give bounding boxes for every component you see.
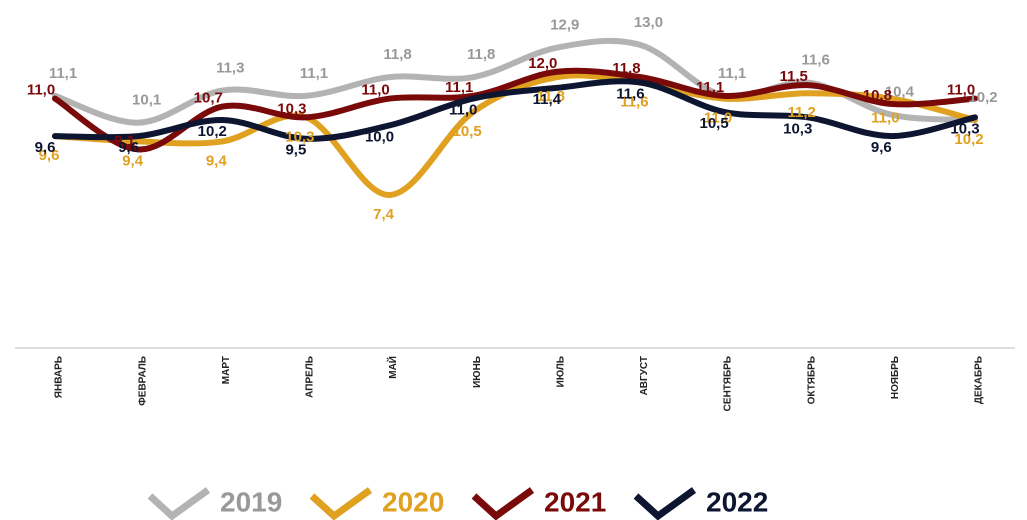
value-label: 7,4 [373,206,395,223]
x-tick-label: ИЮНЬ [472,356,483,388]
value-label: 9,1 [114,132,135,149]
value-label: 11,0 [871,110,899,127]
value-label: 10,3 [950,120,979,137]
value-label: 13,0 [634,14,663,31]
legend-icon [471,487,535,520]
x-tick-label: НОЯБРЬ [890,356,901,399]
x-tick-label: АПРЕЛЬ [305,356,316,398]
value-label: 11,4 [533,91,562,108]
value-label: 9,6 [35,139,56,156]
value-label: 10,1 [132,92,161,109]
value-label: 11,1 [300,65,328,82]
value-label: 11,8 [537,88,565,105]
value-label: 9,4 [122,152,144,169]
value-label: 10,5 [699,115,728,132]
value-label: 10,3 [285,128,314,145]
legend-label: 2021 [544,486,606,517]
value-label: 11,3 [216,60,244,77]
x-tick-label: ЯНВАРЬ [54,356,65,398]
value-label: 10,2 [954,131,983,148]
value-label: 11,0 [361,82,389,99]
value-label: 10,7 [194,90,223,107]
value-label: 11,6 [616,85,644,102]
legend-label: 2020 [382,486,444,517]
value-label: 12,0 [528,55,557,72]
value-label: 11,6 [620,93,648,110]
x-tick-label: ДЕКАБРЬ [974,356,985,404]
value-label: 11,2 [788,104,816,121]
value-label: 9,6 [39,147,60,164]
value-label: 12,9 [550,17,579,34]
x-tick-label: АВГУСТ [639,356,650,395]
value-label: 10,0 [365,128,394,145]
x-tick-label: ОКТЯБРЬ [806,356,817,404]
value-label: 10,8 [863,87,892,104]
value-label: 10,4 [885,84,915,101]
value-label: 10,2 [198,123,227,140]
x-tick-label: ФЕВРАЛЬ [137,356,148,406]
value-label: 11,0 [947,82,975,99]
value-label: 11,1 [49,65,77,82]
series-line [52,67,978,153]
legend-label: 2022 [706,486,768,517]
value-label: 9,6 [118,139,139,156]
value-label: 10,3 [783,120,812,137]
value-label: 11,8 [612,60,640,77]
value-label: 11,0 [704,110,732,127]
x-tick-label: МАРТ [221,356,232,384]
value-label: 10,5 [453,123,482,140]
value-label: 11,1 [445,79,473,96]
legend-label: 2019 [220,486,282,517]
x-tick-label: ИЮЛЬ [555,356,566,387]
value-label: 11,1 [718,65,746,82]
value-label: 11,8 [467,46,495,63]
x-tick-label: МАЙ [386,356,399,379]
value-label: 11,0 [27,82,55,99]
value-label: 11,1 [696,79,724,96]
value-label: 11,0 [449,102,477,119]
value-label: 11,8 [383,46,411,63]
series-line [52,78,978,142]
legend-icon [309,487,373,520]
value-label: 10,2 [968,89,997,106]
value-label: 11,6 [802,51,830,68]
legend-icon [633,487,697,520]
x-tick-label: СЕНТЯБРЬ [723,356,734,411]
value-label: 9,4 [206,152,228,169]
value-label: 9,5 [285,142,306,159]
value-label: 11,5 [780,68,808,85]
value-label: 10,3 [277,100,306,117]
legend-icon [147,487,211,520]
value-label: 9,6 [871,139,892,156]
